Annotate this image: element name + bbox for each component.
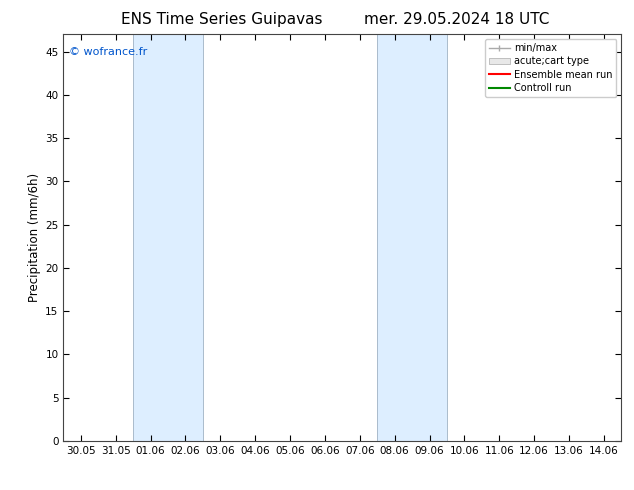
- Legend: min/max, acute;cart type, Ensemble mean run, Controll run: min/max, acute;cart type, Ensemble mean …: [485, 39, 616, 97]
- Text: mer. 29.05.2024 18 UTC: mer. 29.05.2024 18 UTC: [364, 12, 549, 27]
- Bar: [133, 34, 203, 441]
- Text: © wofrance.fr: © wofrance.fr: [69, 47, 147, 56]
- Y-axis label: Precipitation (mm/6h): Precipitation (mm/6h): [28, 173, 41, 302]
- Bar: [377, 34, 447, 441]
- Text: ENS Time Series Guipavas: ENS Time Series Guipavas: [121, 12, 323, 27]
